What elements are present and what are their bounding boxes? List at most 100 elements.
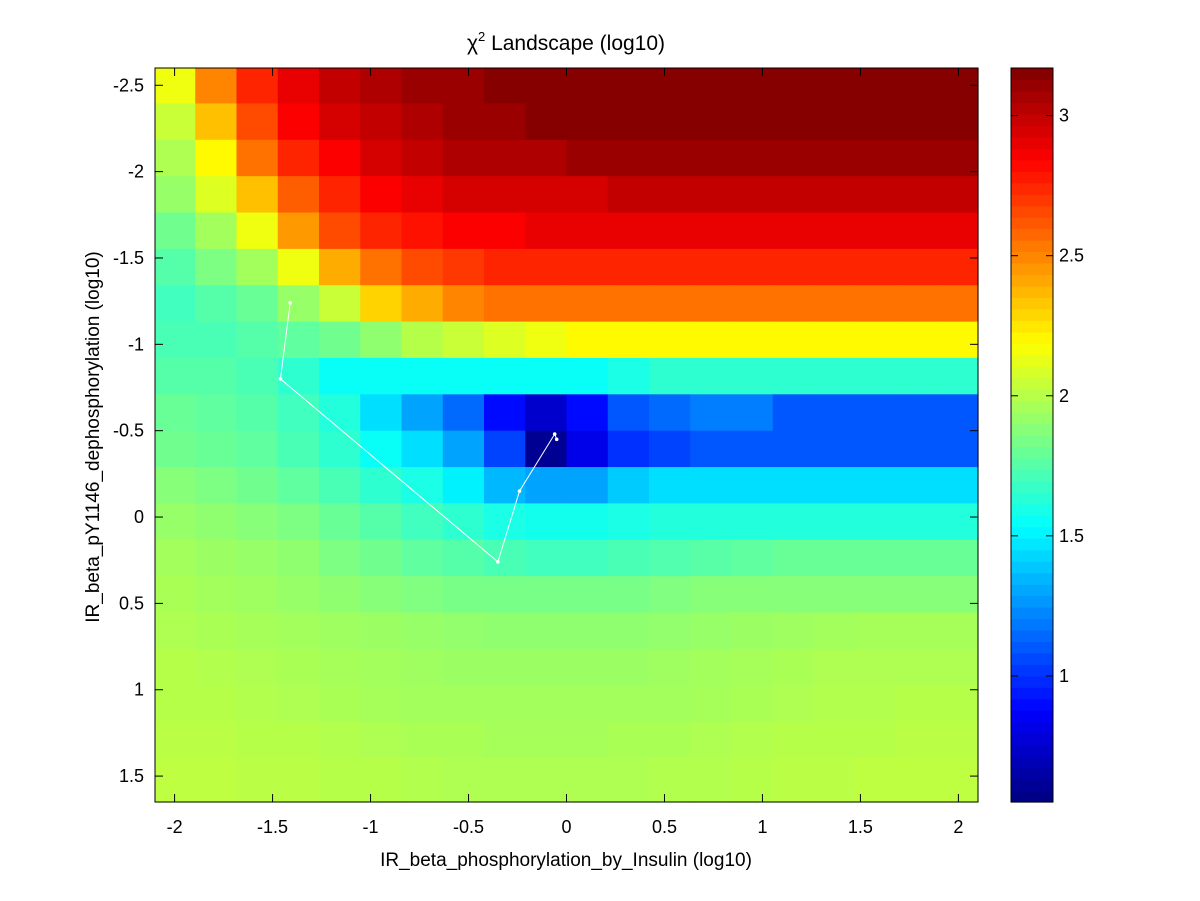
heatmap-cell <box>318 394 361 432</box>
heatmap-cell <box>690 503 733 541</box>
heatmap-cell <box>442 68 485 105</box>
heatmap-cell <box>814 176 856 214</box>
heatmap-cell <box>649 576 691 614</box>
heatmap-cell <box>896 285 939 323</box>
colorbar-step <box>1011 194 1053 207</box>
heatmap-cell <box>155 685 196 723</box>
heatmap-cell <box>731 139 774 177</box>
x-axis-ticks: -2 -1.5 -1 -0.5 0 0.5 1 1.5 2 <box>167 68 963 837</box>
heatmap-cell <box>236 757 279 803</box>
heatmap-cell <box>772 539 815 577</box>
heatmap-cell <box>855 467 898 504</box>
heatmap-cell <box>442 648 485 686</box>
heatmap-cell <box>401 539 444 577</box>
colorbar-step <box>1011 320 1053 333</box>
colorbar-step <box>1011 561 1053 574</box>
heatmap-cell <box>155 467 196 504</box>
y-tick-label: -0.5 <box>113 421 144 441</box>
heatmap-cell <box>318 612 361 650</box>
heatmap-cell <box>318 176 361 214</box>
heatmap-cell <box>155 285 196 323</box>
colorbar-step <box>1011 228 1053 241</box>
heatmap-cell <box>566 612 609 650</box>
heatmap-cell <box>731 467 774 504</box>
heatmap-cell <box>649 721 691 759</box>
path-point <box>278 377 283 381</box>
heatmap-cell <box>731 357 774 395</box>
heatmap-cell <box>195 467 238 504</box>
heatmap-cell <box>483 248 526 286</box>
heatmap-cell <box>318 648 361 686</box>
heatmap-cell <box>731 212 774 250</box>
heatmap-cell <box>318 539 361 577</box>
heatmap-cell <box>483 430 526 468</box>
heatmap-cell <box>442 503 485 541</box>
heatmap-cell <box>607 68 650 105</box>
heatmap-cell <box>649 394 691 432</box>
heatmap-cell <box>772 176 815 214</box>
heatmap-cell <box>855 685 898 723</box>
heatmap-cell <box>731 176 774 214</box>
heatmap-cell <box>607 357 650 395</box>
heatmap-cell <box>690 248 733 286</box>
heatmap-cell <box>896 539 939 577</box>
heatmap-cell <box>401 394 444 432</box>
colorbar-tick-label: 2 <box>1059 386 1069 406</box>
heatmap-cell <box>649 757 691 803</box>
colorbar-step <box>1011 538 1053 551</box>
heatmap-cell <box>855 285 898 323</box>
heatmap-cell <box>690 467 733 504</box>
heatmap-cell <box>896 467 939 504</box>
heatmap-cell <box>195 721 238 759</box>
heatmap-cell <box>360 467 403 504</box>
heatmap-cell <box>690 176 733 214</box>
heatmap-cell <box>649 685 691 723</box>
heatmap-cell <box>607 539 650 577</box>
heatmap-cell <box>155 721 196 759</box>
chart-title-rest: Landscape (log10) <box>485 32 665 55</box>
x-tick-label: 0 <box>561 817 571 837</box>
colorbar-step <box>1011 297 1053 310</box>
y-tick-label: 1 <box>134 680 144 700</box>
heatmap-cell <box>195 321 238 359</box>
heatmap-cell <box>360 648 403 686</box>
heatmap-cell <box>937 539 979 577</box>
colorbar-step <box>1011 400 1053 413</box>
heatmap-cell <box>896 68 939 105</box>
colorbar-step <box>1011 744 1053 757</box>
heatmap-cell <box>690 539 733 577</box>
heatmap-cell <box>155 430 196 468</box>
heatmap-cell <box>855 68 898 105</box>
heatmap-cell <box>483 103 526 141</box>
colorbar-step <box>1011 664 1053 677</box>
heatmap-cell <box>607 321 650 359</box>
heatmap-cell <box>236 176 279 214</box>
heatmap-cell <box>937 648 979 686</box>
heatmap-cell <box>690 103 733 141</box>
heatmap-cell <box>236 394 279 432</box>
heatmap-cell <box>236 576 279 614</box>
colorbar-step <box>1011 343 1053 356</box>
heatmap-cell <box>690 648 733 686</box>
heatmap-cell <box>772 721 815 759</box>
heatmap-cell <box>607 612 650 650</box>
heatmap-cell <box>401 357 444 395</box>
heatmap-cell <box>566 139 609 177</box>
heatmap-cell <box>566 357 609 395</box>
path-point <box>288 301 293 305</box>
heatmap-cell <box>814 139 856 177</box>
heatmap-cell <box>690 685 733 723</box>
heatmap-cell <box>607 139 650 177</box>
heatmap-cell <box>236 139 279 177</box>
heatmap-cell <box>814 394 856 432</box>
heatmap-cell <box>937 103 979 141</box>
heatmap-cell <box>277 576 320 614</box>
heatmap-cell <box>360 612 403 650</box>
colorbar-gradient <box>1011 68 1053 803</box>
colorbar-step <box>1011 572 1053 585</box>
colorbar-step <box>1011 710 1053 723</box>
heatmap-cell <box>607 467 650 504</box>
colorbar-step <box>1011 423 1053 436</box>
chart-title-main: χ <box>467 32 478 55</box>
heatmap-cell <box>731 721 774 759</box>
